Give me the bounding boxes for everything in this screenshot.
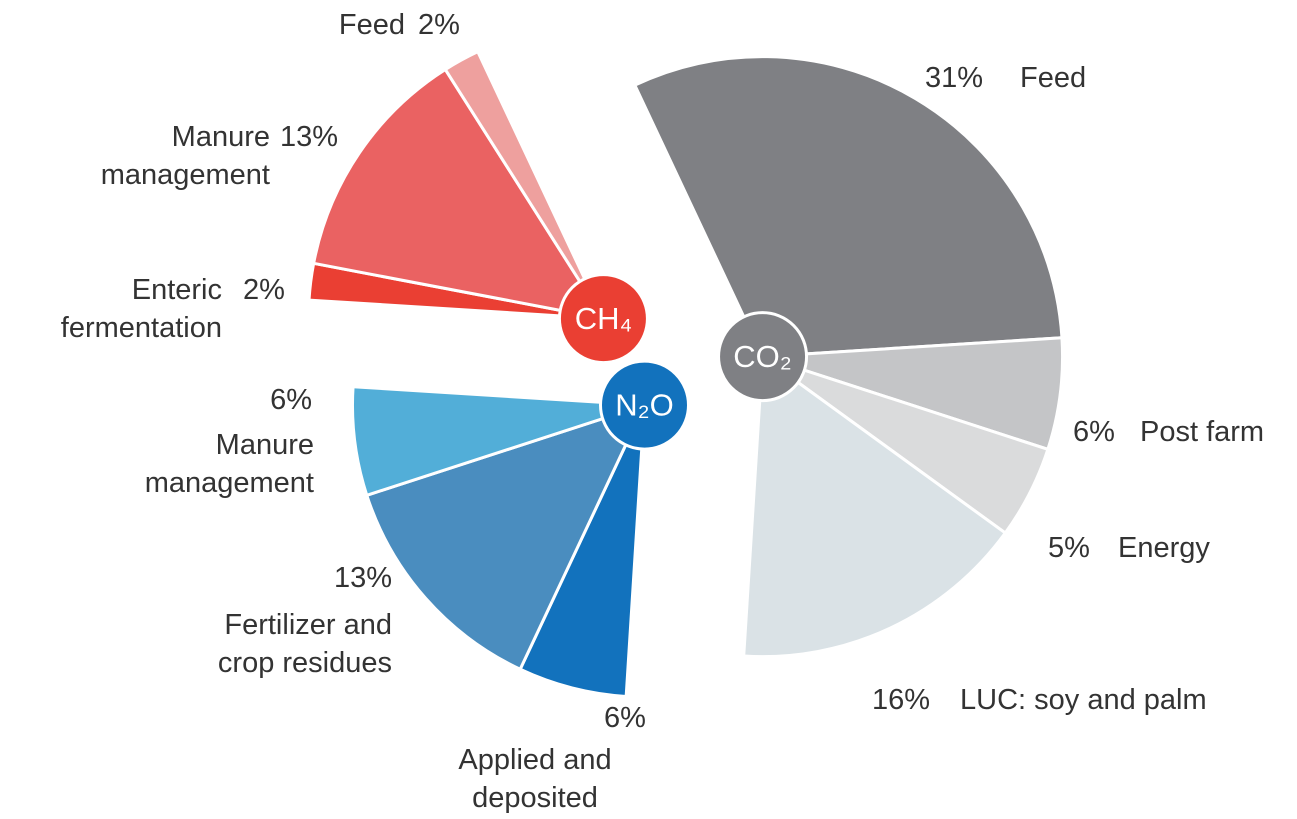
slice-value-label: 31% — [925, 62, 984, 94]
slice — [633, 55, 1064, 359]
slice-value-label: 6% — [604, 702, 646, 734]
group-badge-label: N₂O — [615, 388, 674, 423]
slice-label: Energy — [1118, 532, 1210, 564]
slice-label: LUC: soy and palm — [960, 684, 1207, 716]
slice — [312, 68, 605, 321]
slice-label: Fertilizer and crop residues — [217, 609, 392, 679]
slice — [351, 385, 646, 497]
slice-group — [351, 385, 646, 698]
slice — [443, 50, 605, 321]
group-badge — [717, 311, 809, 403]
group-badge-label: CH₄ — [575, 301, 632, 336]
slice-group — [307, 50, 605, 321]
slice — [365, 403, 646, 671]
slice-value-label: 6% — [1073, 416, 1115, 448]
slice-value-label: 6% — [270, 384, 312, 416]
slice-value-label: 2% — [243, 274, 285, 306]
group-badge — [557, 273, 649, 365]
slice-label: Manure management — [144, 429, 314, 499]
slice-label: Feed — [338, 9, 405, 41]
slice-value-label: 13% — [333, 562, 392, 594]
slice-label: Enteric fermentation — [60, 274, 222, 344]
slice-label: Feed — [1020, 62, 1087, 94]
slice-label: Applied and deposited manure — [458, 744, 612, 814]
slice-value-label: 16% — [872, 684, 931, 716]
group-badge — [598, 359, 690, 451]
slice — [742, 355, 1007, 659]
slice-label: Post farm — [1140, 416, 1265, 448]
slice-group — [633, 55, 1065, 659]
slice-value-label: 2% — [418, 9, 460, 41]
slice-label: Manure management — [100, 121, 270, 191]
slice-value-label: 5% — [1048, 532, 1090, 564]
group-badge-label: CO₂ — [733, 339, 792, 374]
slice-value-label: 13% — [280, 121, 339, 153]
